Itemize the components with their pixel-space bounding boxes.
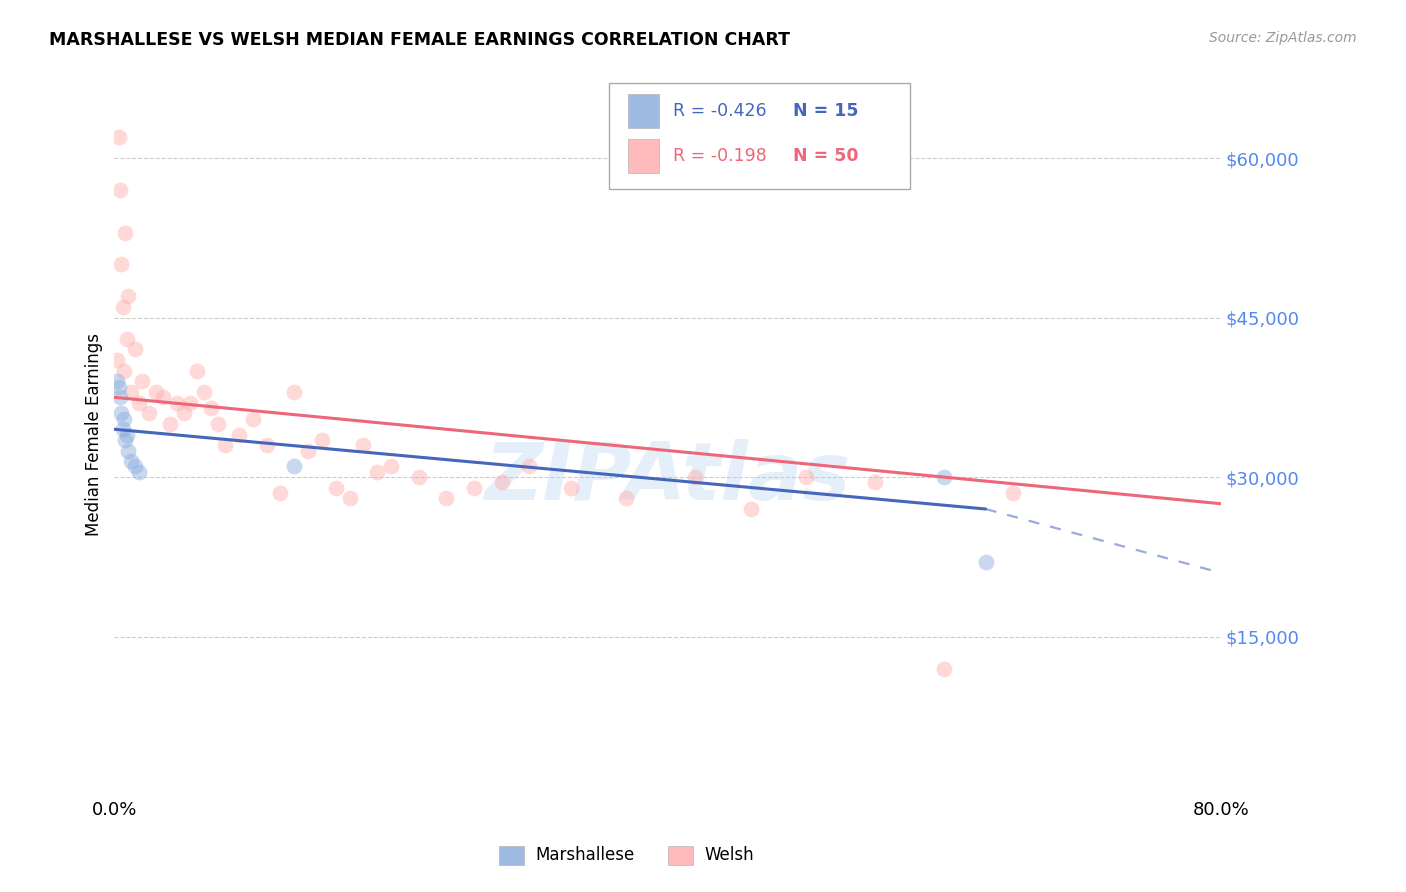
Point: [110, 406, 132, 420]
Point: [283, 459, 305, 474]
Point: [863, 475, 886, 490]
Text: N = 50: N = 50: [793, 147, 859, 165]
Point: [114, 433, 136, 447]
Point: [120, 384, 142, 399]
Point: [179, 395, 201, 409]
Point: [166, 395, 188, 409]
Point: [193, 384, 215, 399]
Point: [283, 384, 305, 399]
Point: [463, 481, 485, 495]
Text: ZIPAtlas: ZIPAtlas: [485, 439, 851, 517]
Point: [120, 454, 142, 468]
Point: [408, 470, 430, 484]
Point: [111, 300, 134, 314]
Point: [152, 390, 174, 404]
Point: [131, 375, 153, 389]
Point: [117, 443, 139, 458]
Point: [614, 491, 637, 506]
Point: [517, 459, 540, 474]
Point: [434, 491, 457, 506]
Text: R = -0.198: R = -0.198: [673, 147, 768, 165]
Text: Source: ZipAtlas.com: Source: ZipAtlas.com: [1209, 31, 1357, 45]
Point: [560, 481, 582, 495]
Point: [740, 502, 762, 516]
Point: [794, 470, 817, 484]
Point: [200, 401, 222, 415]
Point: [112, 364, 135, 378]
Point: [138, 406, 160, 420]
Point: [111, 422, 134, 436]
Point: [128, 465, 150, 479]
Point: [117, 289, 139, 303]
Point: [110, 257, 132, 271]
Text: MARSHALLESE VS WELSH MEDIAN FEMALE EARNINGS CORRELATION CHART: MARSHALLESE VS WELSH MEDIAN FEMALE EARNI…: [49, 31, 790, 49]
Point: [352, 438, 374, 452]
Point: [339, 491, 361, 506]
Point: [112, 411, 135, 425]
Point: [934, 661, 956, 675]
Point: [124, 459, 146, 474]
Point: [297, 443, 319, 458]
Point: [186, 364, 208, 378]
Point: [207, 417, 229, 431]
Point: [107, 129, 129, 144]
Point: [108, 183, 131, 197]
Point: [115, 427, 138, 442]
Point: [380, 459, 402, 474]
Point: [124, 343, 146, 357]
Point: [108, 390, 131, 404]
Point: [683, 470, 706, 484]
Text: Welsh: Welsh: [704, 847, 754, 864]
Point: [107, 380, 129, 394]
Point: [173, 406, 195, 420]
Point: [145, 384, 167, 399]
Point: [311, 433, 333, 447]
Point: [974, 555, 997, 569]
Point: [1002, 486, 1025, 500]
Point: [256, 438, 278, 452]
Point: [114, 226, 136, 240]
Point: [491, 475, 513, 490]
Point: [105, 353, 128, 368]
Point: [105, 375, 128, 389]
Point: [325, 481, 347, 495]
Text: N = 15: N = 15: [793, 102, 859, 120]
Point: [214, 438, 236, 452]
Y-axis label: Median Female Earnings: Median Female Earnings: [86, 333, 103, 536]
Point: [366, 465, 388, 479]
Point: [242, 411, 264, 425]
Point: [934, 470, 956, 484]
Text: R = -0.426: R = -0.426: [673, 102, 768, 120]
Text: Marshallese: Marshallese: [536, 847, 636, 864]
Point: [115, 332, 138, 346]
Point: [159, 417, 181, 431]
Point: [269, 486, 291, 500]
Point: [228, 427, 250, 442]
Point: [128, 395, 150, 409]
